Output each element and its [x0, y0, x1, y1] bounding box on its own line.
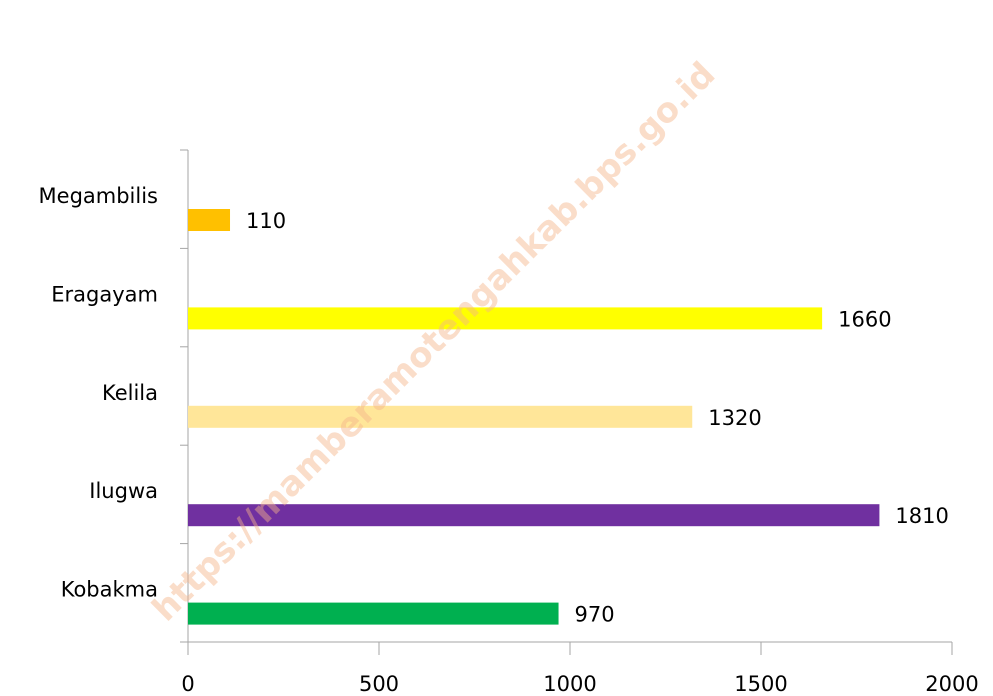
bar	[188, 602, 559, 625]
value-label: 1320	[708, 406, 761, 430]
bar	[188, 209, 231, 231]
x-tick-label: 2000	[925, 672, 978, 696]
value-label: 1660	[838, 307, 891, 331]
category-label: Kobakma	[61, 578, 158, 602]
bar	[188, 405, 693, 428]
value-label: 110	[246, 209, 286, 233]
category-label: Ilugwa	[89, 479, 158, 503]
watermark: https://mamberamotengahkab.bps.go.id	[145, 54, 724, 629]
value-label: 970	[575, 603, 615, 627]
x-tick-label: 0	[181, 672, 194, 696]
category-label: Kelila	[102, 381, 158, 405]
x-tick-label: 500	[359, 672, 399, 696]
bar	[188, 504, 880, 527]
value-label: 1810	[895, 504, 948, 528]
category-label: Eragayam	[51, 282, 158, 306]
x-tick-label: 1000	[543, 672, 596, 696]
bar	[188, 307, 823, 330]
x-tick-label: 1500	[734, 672, 787, 696]
category-label: Megambilis	[39, 184, 158, 208]
